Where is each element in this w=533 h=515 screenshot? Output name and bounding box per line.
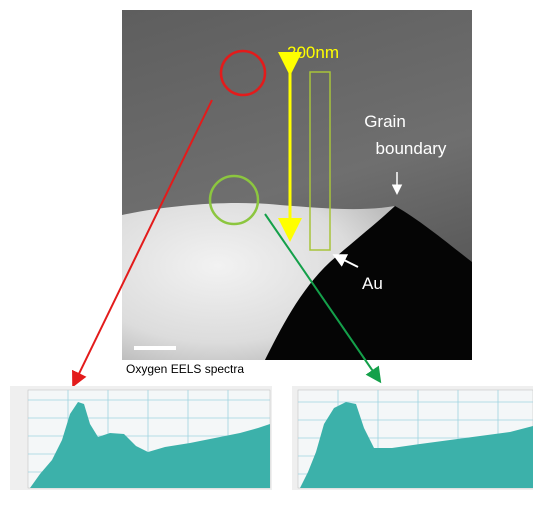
spectrum-right [292,386,533,490]
page: 200nm Grain boundary Au Oxygen EELS spec… [0,0,533,515]
scale-label: 200nm [287,43,339,62]
spectrum-left [10,386,272,490]
au-label: Au [362,274,383,293]
micrograph [122,10,472,360]
caption: Oxygen EELS spectra [126,362,244,376]
figure: 200nm Grain boundary Au Oxygen EELS spec… [0,0,533,515]
boundary-label: boundary [376,139,447,158]
grain-label: Grain [364,112,406,131]
